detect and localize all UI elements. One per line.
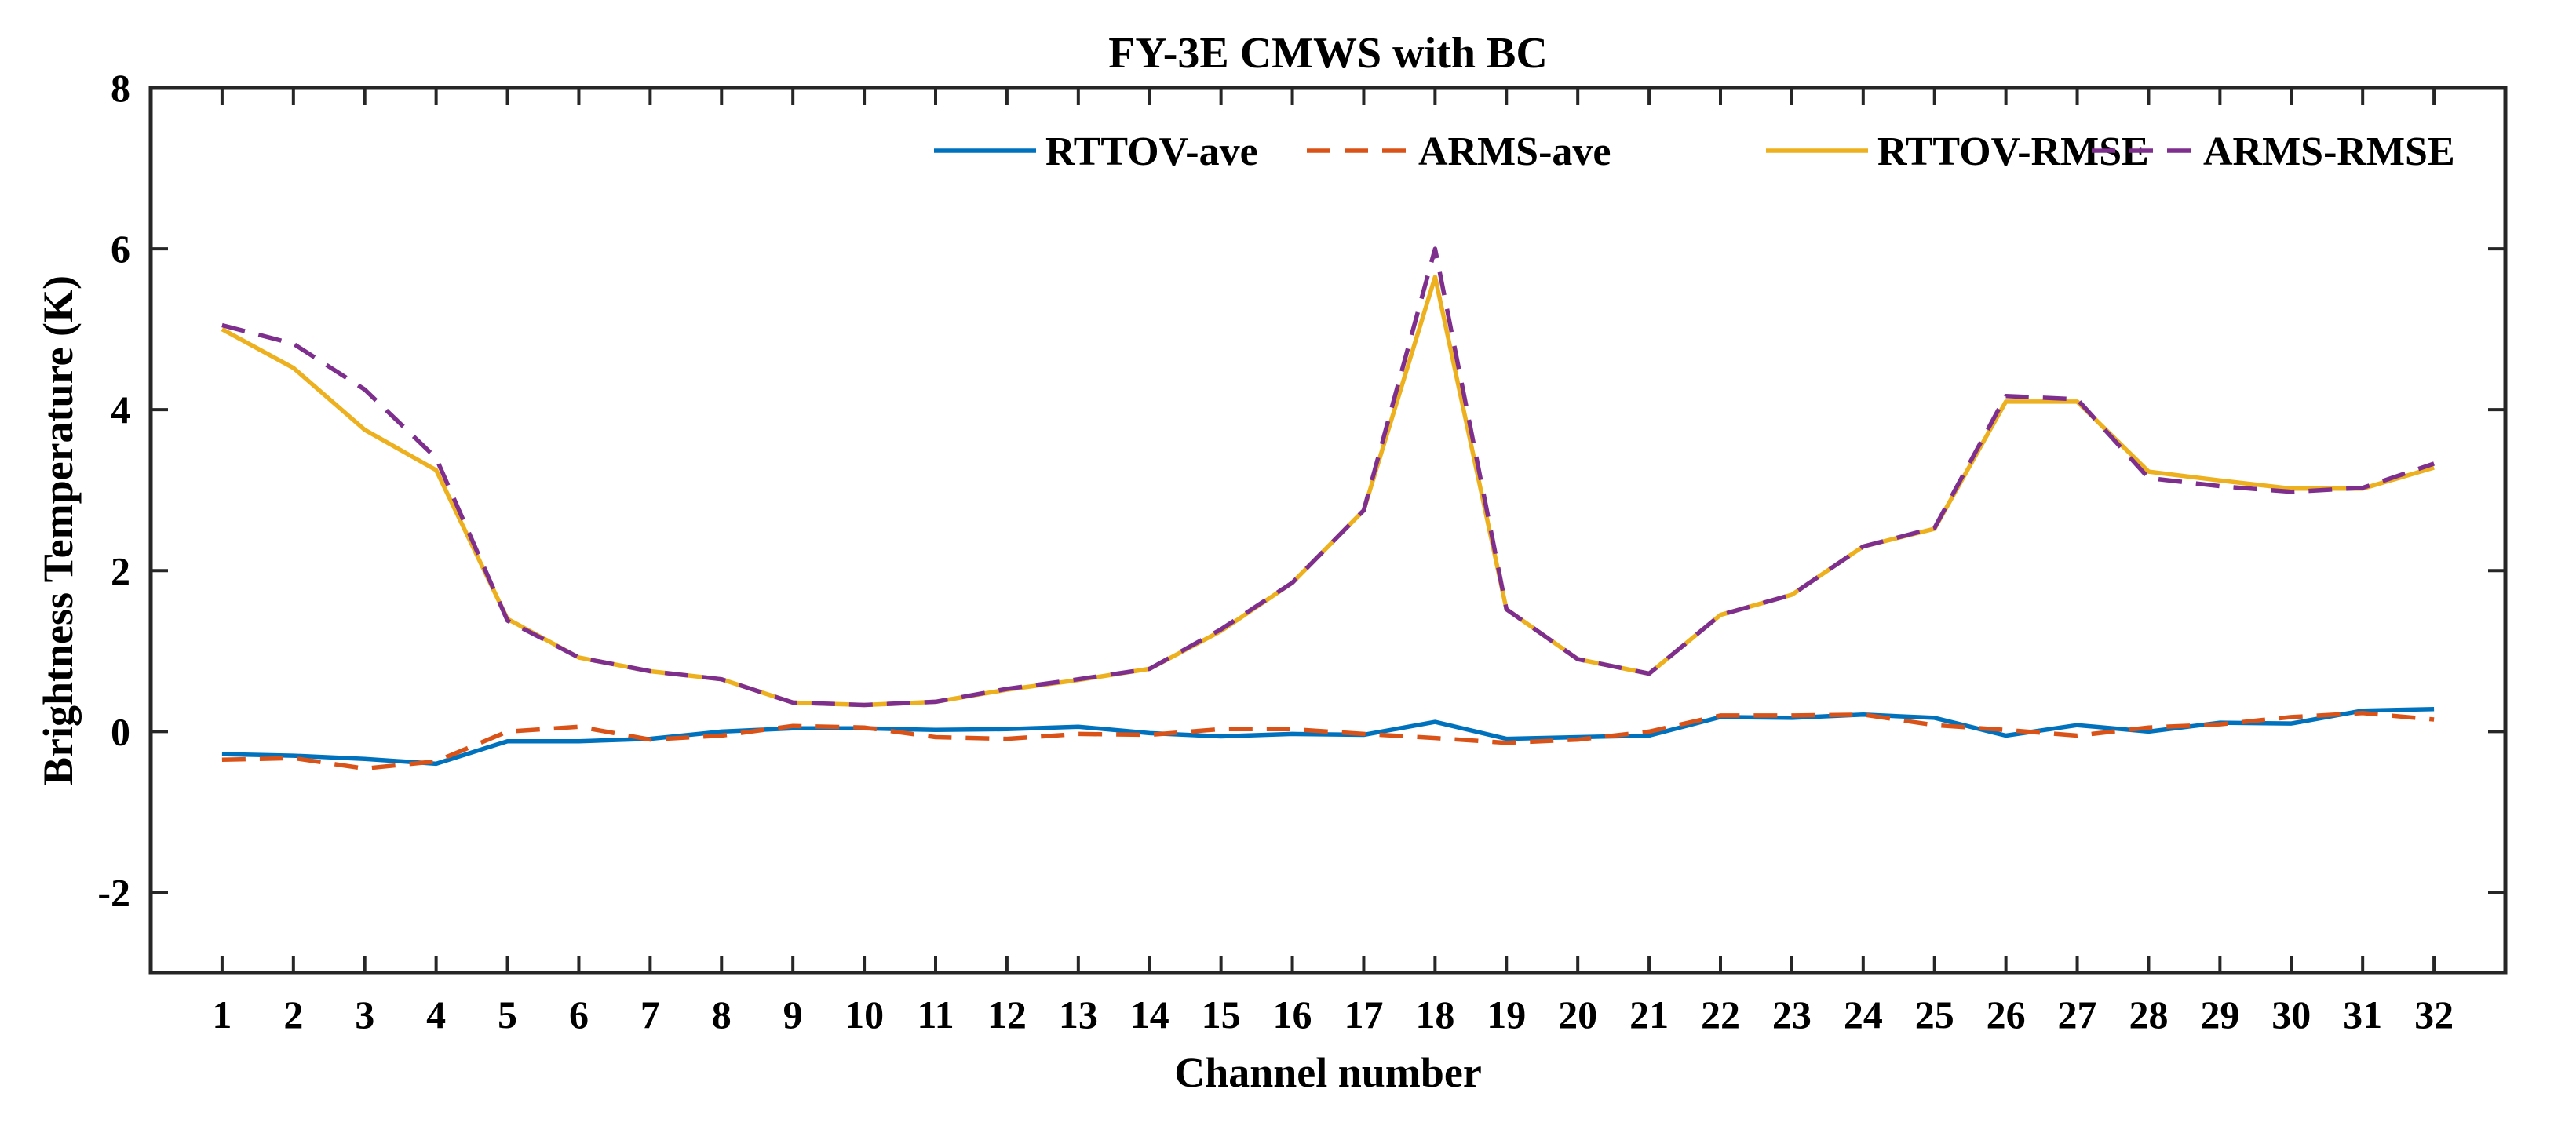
plot-frame [148,86,2508,975]
x-tick-label: 12 [987,993,1027,1036]
x-tick-label: 25 [1915,993,1954,1036]
y-tick-label: 2 [111,548,130,592]
x-tick-label: 8 [712,993,732,1036]
tick-labels: 1 2 3 4 5 6 7 8 9 10 11 12 13 14 15 16 17 18 19 20 21 22 23 24 2… [97,66,2454,1036]
x-tick-label: 13 [1059,993,1098,1036]
y-tick-label: 4 [111,388,130,432]
y-tick-label: 8 [111,66,130,110]
x-tick-label: 17 [1344,993,1383,1036]
series-line-arms-rmse [221,246,2435,708]
x-axis-label: Channel number [1174,1049,1482,1096]
plot-background [151,88,2505,973]
x-tick-label: 16 [1273,993,1312,1036]
x-tick-label: 20 [1558,993,1597,1036]
y-tick-label: -2 [97,870,130,914]
x-tick-label: 6 [569,993,589,1036]
x-tick-label: 7 [640,993,660,1036]
x-tick-label: 19 [1487,993,1526,1036]
legend-label: ARMS-RMSE [2203,129,2455,174]
x-tick-label: 26 [1987,993,2026,1036]
x-tick-label: 2 [283,993,303,1036]
x-tick-label: 4 [426,993,446,1036]
x-tick-label: 23 [1772,993,1812,1036]
x-tick-label: 11 [917,993,954,1036]
series-line-arms-ave [221,711,2435,771]
x-tick-label: 32 [2414,993,2454,1036]
x-tick-label: 31 [2343,993,2382,1036]
x-tick-label: 14 [1130,993,1169,1036]
x-tick-label: 29 [2200,993,2239,1036]
legend-label: ARMS-ave [1418,129,1611,174]
x-tick-label: 5 [498,993,517,1036]
series-lines [221,246,2435,771]
x-tick-label: 30 [2271,993,2311,1036]
x-tick-label: 28 [2129,993,2168,1036]
x-tick-label: 24 [1844,993,1883,1036]
series-line-rttov-ave [221,706,2435,767]
x-tick-label: 9 [783,993,803,1036]
y-tick-label: 6 [111,227,130,271]
x-tick-label: 18 [1415,993,1454,1036]
x-tick-label: 22 [1701,993,1740,1036]
x-tick-label: 15 [1202,993,1241,1036]
x-tick-label: 27 [2058,993,2097,1036]
x-tick-label: 1 [212,993,232,1036]
y-tick-label: 0 [111,709,130,753]
x-tick-label: 21 [1629,993,1669,1036]
y-axis-label: Brightness Temperature (K) [35,275,82,785]
legend: RTTOV-ave ARMS-ave RTTOV-RMSE ARMS-RMSE [934,129,2455,174]
legend-label: RTTOV-ave [1045,129,1258,174]
x-tick-label: 3 [355,993,374,1036]
x-tick-label: 10 [845,993,884,1036]
chart-title: FY-3E CMWS with BC [1108,29,1548,78]
